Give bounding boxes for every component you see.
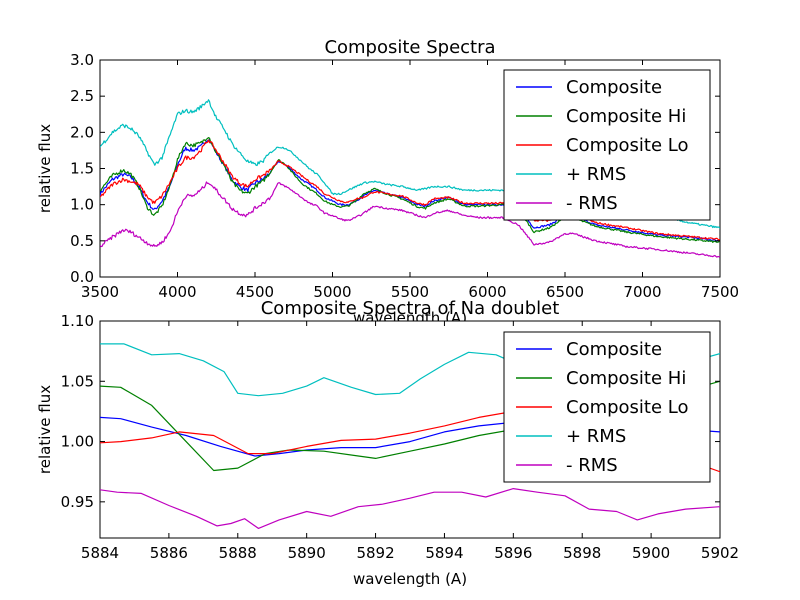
x-tick-label: 5892 [356,544,394,562]
y-tick-label: 2.5 [70,87,94,105]
x-tick-label: 5894 [425,544,463,562]
legend-label: - RMS [566,193,618,214]
ticks-layer: 5884 5886 5888 5890 5892 5894 5896 5898 5900 5902… [61,312,740,562]
legend-label: Composite Lo [566,397,689,418]
series-layer [100,343,720,529]
y-tick-label: 2.0 [70,123,94,141]
legend: Composite Composite Hi Composite Lo + RMS - … [503,331,711,483]
x-tick-label: 6000 [468,283,506,301]
legend-label: Composite Hi [566,368,686,389]
y-axis-label: relative flux [36,385,54,474]
x-tick-label: 7000 [623,283,661,301]
y-tick-label: 0.0 [70,268,94,286]
series-line-2 [100,137,720,243]
legend-label: + RMS [566,426,626,447]
legend-label: Composite Hi [566,106,686,127]
x-tick-label: 5898 [563,544,601,562]
y-tick-label: 0.95 [61,493,94,511]
series-line-3 [100,139,720,241]
x-tick-label: 5890 [288,544,326,562]
chart-title: Composite Spectra [324,37,495,58]
y-tick-label: 1.10 [61,312,94,330]
ticks-layer: 3500 4000 4500 5000 5500 6000 6500 7000 7500 0.0 0… [70,51,739,301]
x-tick-label: 4500 [236,283,274,301]
legend-label: + RMS [566,164,626,185]
y-tick-label: 1.0 [70,196,94,214]
series-line-5 [100,488,720,529]
y-tick-label: 1.5 [70,160,94,178]
x-tick-label: 5888 [219,544,257,562]
x-tick-label: 5896 [494,544,532,562]
y-tick-label: 1.00 [61,433,94,451]
series-line-5 [100,181,720,258]
x-tick-label: 6500 [546,283,584,301]
composite-spectra-chart: 3500 4000 4500 5000 5500 6000 6500 7000 7500 0.0 0… [36,37,739,327]
x-tick-label: 4000 [158,283,196,301]
chart-title: Composite Spectra of Na doublet [261,298,560,319]
x-tick-label: 5000 [313,283,351,301]
x-tick-label: 5886 [150,544,188,562]
legend-label: Composite [566,339,662,360]
y-tick-label: 0.5 [70,232,94,250]
x-tick-label: 5900 [632,544,670,562]
x-axis-label: wavelength (A) [353,570,467,588]
x-tick-label: 5902 [701,544,739,562]
y-tick-label: 1.05 [61,372,94,390]
x-tick-label: 7500 [701,283,739,301]
legend-label: Composite [566,77,662,98]
x-tick-label: 5500 [391,283,429,301]
x-tick-label: 5884 [81,544,119,562]
y-axis-label: relative flux [36,124,54,213]
y-tick-label: 3.0 [70,51,94,69]
x-tick-label: 3500 [81,283,119,301]
legend-label: - RMS [566,455,618,476]
legend-label: Composite Lo [566,135,689,156]
legend: Composite Composite Hi Composite Lo + RMS - … [503,69,711,221]
na-doublet-chart: 5884 5886 5888 5890 5892 5894 5896 5898 5900 5902… [36,298,739,588]
